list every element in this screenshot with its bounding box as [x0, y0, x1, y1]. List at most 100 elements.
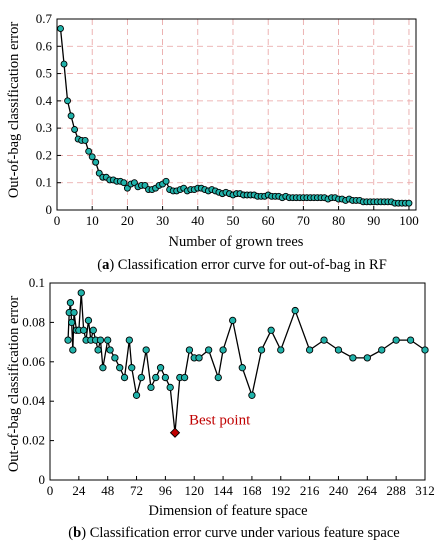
- panel-b-point-24: [128, 364, 136, 372]
- panel-a-xtick-label-8: 80: [332, 213, 345, 228]
- panel-a-point-8: [85, 147, 93, 155]
- panel-b-point-16: [96, 336, 105, 344]
- panel-b-point-35: [180, 373, 189, 382]
- panel-b-ylabel: Out-of-bag classification error: [6, 296, 22, 473]
- panel-b-ytick-label-0: 0: [39, 472, 46, 487]
- panel-b-caption: (b) Classification error curve under var…: [68, 525, 399, 541]
- panel-a-point-2: [64, 97, 72, 105]
- panel-b-point-46: [267, 326, 275, 334]
- panel-b-point-32: [166, 383, 174, 392]
- panel-a-point-99: [405, 199, 413, 207]
- panel-a-point-10: [92, 158, 100, 166]
- panel-a-xtick-label-9: 90: [367, 213, 380, 228]
- panel-a-xlabel: Number of grown trees: [169, 234, 304, 250]
- panel-a-ytick-label-7: 0.7: [36, 11, 53, 26]
- panel-b-point-56: [406, 336, 415, 344]
- panel-b-point-11: [84, 316, 93, 325]
- panel-b-series-line: [67, 292, 426, 433]
- panel-a-axes-frame: [56, 18, 417, 211]
- panel-b-point-54: [378, 346, 386, 354]
- panel-a-xtick-label-1: 10: [86, 213, 99, 228]
- panel-a-xtick-label-5: 50: [226, 213, 239, 228]
- panel-b-xtick-label-0: 0: [47, 483, 54, 498]
- panel-b-point-43: [238, 364, 246, 372]
- panel-a-point-18: [120, 179, 128, 187]
- panel-b-point-5: [70, 308, 78, 317]
- panel-a-point-4: [71, 126, 79, 133]
- panel-b-point-50: [320, 336, 328, 344]
- panel-b-xtick-label-11: 264: [358, 483, 378, 498]
- panel-a-xtick-label-7: 70: [297, 213, 310, 228]
- panel-b-point-15: [94, 346, 102, 354]
- panel-a-ytick-label-5: 0.5: [36, 66, 52, 81]
- panel-b-ytick-label-1: 0.02: [22, 433, 45, 448]
- panel-a-point-3: [67, 112, 75, 120]
- panel-b-point-13: [89, 326, 97, 334]
- panel-b-xtick-label-2: 48: [101, 483, 114, 498]
- panel-b-point-38: [195, 354, 203, 362]
- panel-b-xtick-label-13: 312: [415, 483, 435, 498]
- panel-a-xtick-label-3: 30: [156, 213, 169, 228]
- panel-a-caption-text: Classification error curve for out-of-ba…: [118, 257, 387, 273]
- panel-b-xtick-label-7: 168: [242, 483, 262, 498]
- panel-a-ytick-label-1: 0.1: [36, 175, 52, 190]
- panel-b-ytick-label-5: 0.1: [29, 275, 45, 290]
- panel-b-point-9: [80, 326, 88, 334]
- panel-b-point-20: [111, 354, 119, 362]
- panel-b-point-17: [99, 364, 107, 372]
- panel-a-ytick-label-3: 0.3: [36, 120, 52, 135]
- panel-a-xtick-label-10: 100: [399, 213, 419, 228]
- panel-b-point-4: [69, 346, 77, 354]
- panel-b-ytick-label-4: 0.08: [22, 314, 45, 329]
- panel-b-point-53: [363, 354, 371, 362]
- panel-b-point-23: [125, 336, 133, 344]
- panel-a-label: a: [102, 257, 110, 273]
- panel-b-point-27: [142, 346, 150, 354]
- panel-a-point-7: [81, 136, 89, 144]
- panel-b-point-48: [291, 306, 299, 315]
- panel-b-xtick-label-6: 144: [213, 483, 233, 498]
- panel-a-ytick-label-4: 0.4: [36, 93, 53, 108]
- panel-b-point-8: [77, 289, 85, 297]
- panel-b-chart: 0 24 48 72 96 120 144 168 192 216 240 264 288 312 0 0.0…: [22, 275, 435, 498]
- panel-b-point-47: [277, 346, 285, 354]
- panel-a-caption: (a) Classification error curve for out-o…: [97, 257, 387, 273]
- panel-a-ytick-label-2: 0.2: [36, 147, 52, 162]
- panel-b-point-25: [132, 391, 141, 399]
- panel-b-point-51: [334, 346, 343, 354]
- panel-a-ytick-label-0: 0: [46, 202, 53, 217]
- panel-b-point-26: [137, 373, 145, 382]
- panel-a-xtick-label-0: 0: [54, 213, 61, 228]
- panel-a-ylabel: Out-of-bag classification error: [6, 22, 22, 199]
- panel-a-point-1: [60, 60, 68, 68]
- panel-a-xtick-label-6: 60: [262, 213, 275, 228]
- panel-b-point-30: [156, 364, 165, 372]
- panel-a-xtick-label-2: 20: [121, 213, 134, 228]
- panel-a-xtick-label-4: 40: [191, 213, 204, 228]
- panel-b-point-0: [64, 336, 72, 344]
- panel-b-point-28: [147, 383, 155, 392]
- panel-b-ytick-label-2: 0.04: [22, 393, 45, 408]
- panel-b-ytick-label-3: 0.06: [22, 354, 45, 369]
- panel-b-point-21: [116, 364, 124, 372]
- panel-a-ytick-label-6: 0.6: [36, 38, 53, 53]
- panel-b-xtick-label-10: 240: [329, 483, 349, 498]
- panel-b-xtick-label-8: 192: [271, 483, 291, 498]
- panel-b-point-42: [229, 316, 237, 325]
- panel-a-chart: 0 10 20 30 40 50 60 70 80 90 100 0 0.1 0.2 0.3 0.4 0.5 0.…: [36, 11, 419, 228]
- panel-b-point-3: [67, 318, 76, 327]
- panel-a-point-0: [57, 25, 64, 32]
- panel-b-point-52: [349, 354, 357, 362]
- panel-b-best-point-marker: [169, 427, 181, 438]
- panel-b-xtick-label-5: 120: [184, 483, 204, 498]
- panel-b-xtick-label-3: 72: [130, 483, 143, 498]
- panel-b-xtick-label-4: 96: [159, 483, 173, 498]
- panel-b-label: b: [73, 525, 81, 541]
- panel-b-point-49: [305, 346, 314, 354]
- panel-b-point-29: [152, 373, 160, 382]
- panel-b-point-44: [248, 391, 256, 399]
- panel-b-point-19: [106, 346, 114, 354]
- panel-b-caption-text: Classification error curve under various…: [90, 525, 400, 541]
- panel-b-point-36: [185, 346, 194, 354]
